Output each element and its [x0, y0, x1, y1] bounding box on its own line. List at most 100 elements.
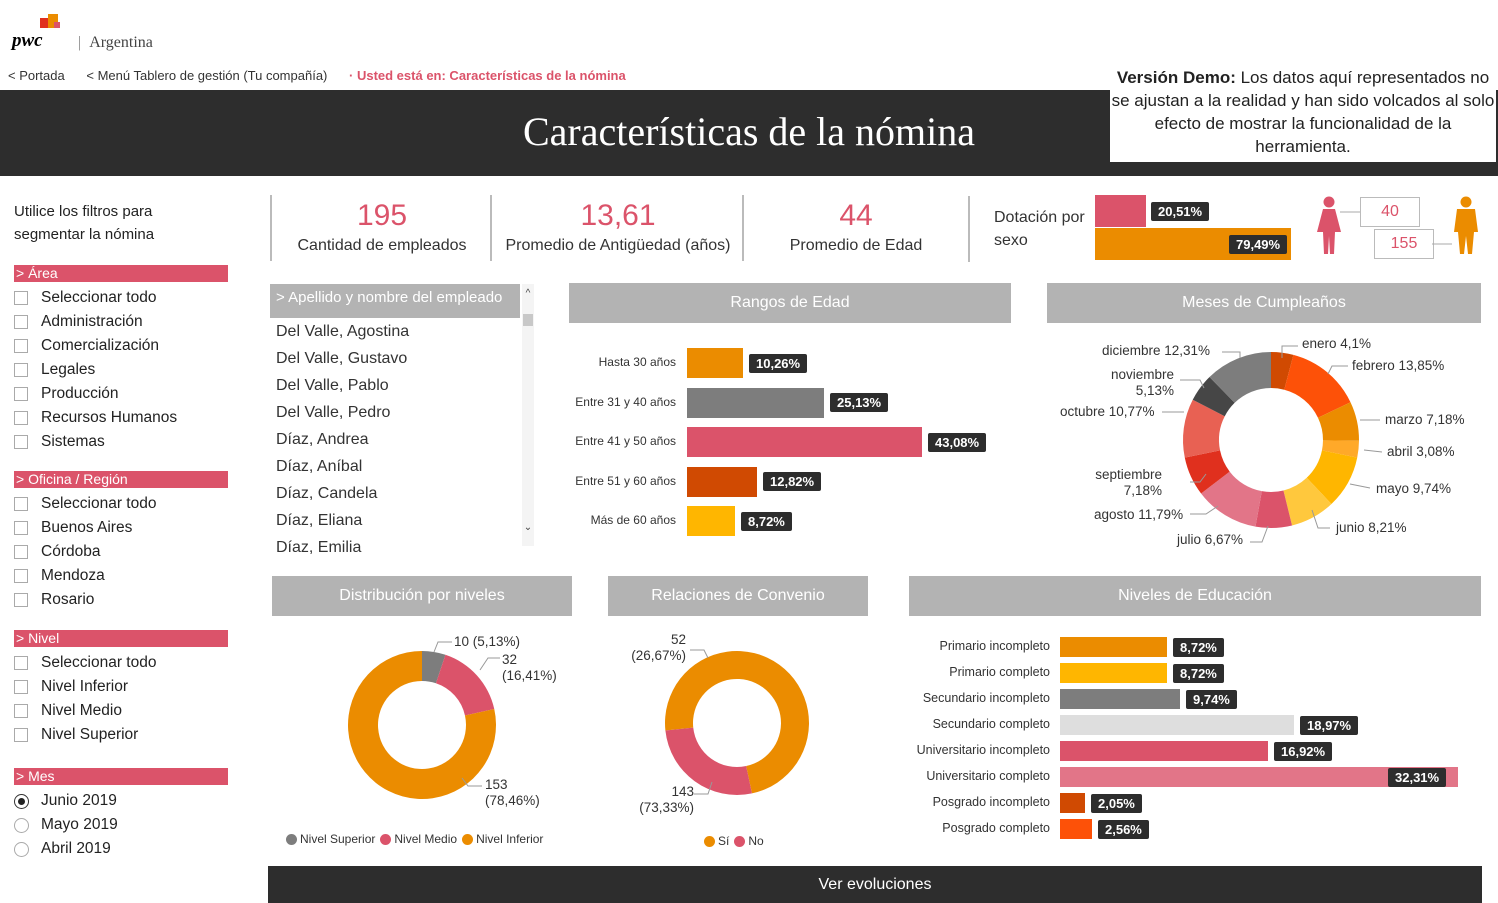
age-category-label: Hasta 30 años — [598, 355, 676, 369]
education-bar[interactable] — [1060, 689, 1180, 709]
education-bar[interactable] — [1060, 767, 1458, 787]
filter-area-header[interactable]: > Área — [14, 265, 228, 282]
employee-list-item[interactable]: Díaz, Eliana — [276, 512, 363, 529]
filter-area-checkbox[interactable] — [14, 387, 28, 401]
scroll-up-icon[interactable]: ^ — [525, 288, 531, 299]
birthday-slice[interactable] — [1271, 352, 1294, 390]
filter-area-option[interactable]: Administración — [14, 310, 228, 334]
filter-level-option[interactable]: Nivel Superior — [14, 723, 228, 747]
sex-connector-male — [1432, 243, 1452, 245]
agreement-label-yes-count: 143 — [671, 784, 694, 799]
filter-level-option[interactable]: Seleccionar todo — [14, 651, 228, 675]
education-bar[interactable] — [1060, 715, 1294, 735]
birthday-slice[interactable] — [1321, 440, 1359, 458]
birthday-slice[interactable] — [1317, 402, 1359, 441]
kpi-age: 44 Promedio de Edad — [742, 195, 968, 261]
education-bar[interactable] — [1060, 819, 1092, 839]
filter-area-option[interactable]: Producción — [14, 382, 228, 406]
filter-level-checkbox[interactable] — [14, 728, 28, 742]
education-category-label: Universitario completo — [926, 769, 1050, 783]
agreement-legend-label: Sí — [718, 834, 730, 848]
filter-area-checkbox[interactable] — [14, 315, 28, 329]
education-bar[interactable] — [1060, 793, 1085, 813]
filter-level-option[interactable]: Nivel Medio — [14, 699, 228, 723]
filter-area-option[interactable]: Recursos Humanos — [14, 406, 228, 430]
levels-slice[interactable] — [422, 651, 446, 684]
birthday-slice[interactable] — [1209, 352, 1271, 403]
filter-month-header[interactable]: > Mes — [14, 768, 228, 785]
employee-list-item[interactable]: Del Valle, Gustavo — [276, 350, 408, 367]
filter-level-checkbox[interactable] — [14, 680, 28, 694]
filter-area-checkbox[interactable] — [14, 363, 28, 377]
filter-area-option[interactable]: Seleccionar todo — [14, 286, 228, 310]
agreement-slice[interactable] — [665, 651, 809, 794]
filter-office-option[interactable]: Buenos Aires — [14, 516, 228, 540]
birthday-slice[interactable] — [1184, 450, 1230, 494]
employee-list-item[interactable]: Del Valle, Agostina — [276, 323, 410, 340]
filter-area: > Área Seleccionar todo Administración Com… — [14, 265, 228, 454]
filter-office-checkbox[interactable] — [14, 569, 28, 583]
filter-office-option[interactable]: Seleccionar todo — [14, 492, 228, 516]
filter-area-checkbox[interactable] — [14, 435, 28, 449]
filter-level-header[interactable]: > Nivel — [14, 630, 228, 647]
education-bar[interactable] — [1060, 637, 1167, 657]
kpi-employees-value: 195 — [356, 199, 408, 232]
filter-area-checkbox[interactable] — [14, 339, 28, 353]
birthday-slice[interactable] — [1201, 471, 1262, 527]
filter-office-checkbox[interactable] — [14, 497, 28, 511]
birthday-slice[interactable] — [1183, 399, 1225, 458]
filter-level-checkbox[interactable] — [14, 656, 28, 670]
employee-list-header[interactable]: > Apellido y nombre del empleado — [270, 284, 520, 318]
filter-month-radio[interactable] — [14, 793, 29, 809]
filter-office-option[interactable]: Mendoza — [14, 564, 228, 588]
education-bar[interactable] — [1060, 741, 1268, 761]
breadcrumb-menu-link[interactable]: < Menú Tablero de gestión (Tu compañía) — [86, 68, 328, 83]
birthday-slice[interactable] — [1306, 450, 1358, 504]
age-bar[interactable] — [687, 348, 743, 378]
filter-month-option[interactable]: Abril 2019 — [14, 837, 228, 861]
filter-level-option[interactable]: Nivel Inferior — [14, 675, 228, 699]
education-bar[interactable] — [1060, 663, 1167, 683]
age-bar[interactable] — [687, 506, 735, 536]
scroll-down-icon[interactable]: ⌄ — [523, 522, 533, 533]
employee-list-item[interactable]: Del Valle, Pedro — [276, 404, 391, 421]
education-value-label: 18,97% — [1300, 715, 1359, 735]
age-bar[interactable] — [687, 427, 922, 457]
filter-office-option[interactable]: Rosario — [14, 588, 228, 612]
filter-office-checkbox[interactable] — [14, 545, 28, 559]
levels-slice[interactable] — [435, 654, 495, 716]
filter-office-option[interactable]: Córdoba — [14, 540, 228, 564]
employee-list-item[interactable]: Díaz, Candela — [276, 485, 378, 502]
age-bar[interactable] — [687, 387, 824, 418]
filter-area-checkbox[interactable] — [14, 411, 28, 425]
filter-area-option[interactable]: Comercialización — [14, 334, 228, 358]
age-category-label: Entre 31 y 40 años — [575, 394, 676, 409]
filter-office-header[interactable]: > Oficina / Región — [14, 471, 228, 488]
birthday-slice[interactable] — [1283, 477, 1332, 526]
filter-office-checkbox[interactable] — [14, 593, 28, 607]
filter-level-checkbox[interactable] — [14, 704, 28, 718]
scroll-thumb[interactable] — [523, 314, 533, 326]
employee-list-item[interactable]: Díaz, Andrea — [276, 431, 369, 448]
filter-month-option[interactable]: Junio 2019 — [14, 789, 228, 813]
filter-month-radio[interactable] — [14, 817, 29, 833]
levels-slice[interactable] — [348, 651, 496, 799]
employee-list-item[interactable]: Díaz, Aníbal — [276, 458, 363, 475]
employee-list-scrollbar[interactable]: ^ ⌄ — [522, 284, 534, 546]
filter-month-radio[interactable] — [14, 841, 29, 857]
employee-list-item[interactable]: Del Valle, Pablo — [276, 377, 389, 394]
breadcrumb-home-link[interactable]: < Portada — [8, 68, 65, 83]
filter-area-option[interactable]: Sistemas — [14, 430, 228, 454]
agreement-slice[interactable] — [665, 727, 752, 795]
filter-office-checkbox[interactable] — [14, 521, 28, 535]
panel-agreement-header: Relaciones de Convenio — [608, 576, 868, 616]
employee-list-item[interactable]: Díaz, Emilia — [276, 539, 362, 556]
birthday-slice[interactable] — [1284, 354, 1351, 418]
filter-area-option[interactable]: Legales — [14, 358, 228, 382]
filter-month-option[interactable]: Mayo 2019 — [14, 813, 228, 837]
levels-label-inferior: 153 (78,46%) — [485, 777, 540, 809]
filter-area-checkbox[interactable] — [14, 291, 28, 305]
birthday-slice[interactable] — [1255, 490, 1293, 528]
age-bar[interactable] — [687, 466, 757, 497]
view-evolutions-button[interactable]: Ver evoluciones — [268, 866, 1482, 903]
